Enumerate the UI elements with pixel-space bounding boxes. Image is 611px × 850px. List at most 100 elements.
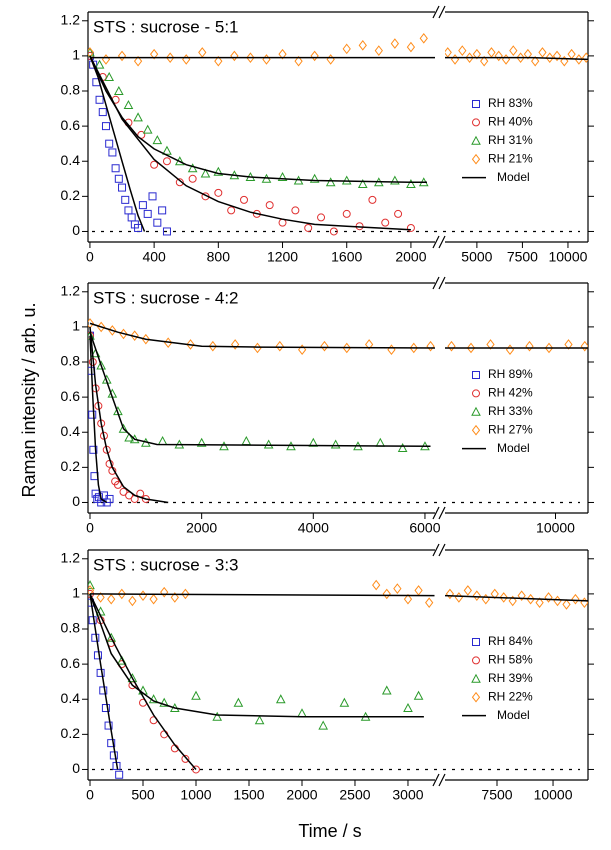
point xyxy=(97,321,106,333)
legend-marker xyxy=(472,638,480,646)
point xyxy=(381,218,390,227)
legend-label: RH 40% xyxy=(488,115,533,129)
point xyxy=(254,715,265,725)
point xyxy=(157,435,168,446)
point xyxy=(89,445,98,454)
point xyxy=(170,592,179,603)
point xyxy=(162,227,171,236)
point xyxy=(368,195,377,204)
point xyxy=(374,45,383,56)
point xyxy=(318,720,329,730)
x-tick-label: 2000 xyxy=(395,249,426,265)
legend-label: RH 58% xyxy=(488,653,533,667)
axis-break xyxy=(438,235,446,249)
point xyxy=(227,206,236,215)
legend-marker xyxy=(472,371,480,379)
point xyxy=(298,344,307,356)
point xyxy=(123,99,134,110)
point xyxy=(553,595,562,607)
point xyxy=(158,206,167,215)
legend-label: RH 31% xyxy=(488,133,533,147)
axis-break xyxy=(432,506,440,520)
point xyxy=(552,50,562,62)
panel-title: STS : sucrose - 3:3 xyxy=(93,555,239,574)
x-tick-label: 2500 xyxy=(339,787,370,803)
point xyxy=(109,751,118,760)
point xyxy=(246,52,255,63)
point xyxy=(88,410,97,419)
point xyxy=(394,209,403,218)
point xyxy=(104,71,115,81)
y-tick-label: 0.4 xyxy=(61,152,81,168)
point xyxy=(141,333,150,345)
model-line xyxy=(89,55,146,232)
x-tick-label: 800 xyxy=(207,249,231,265)
point xyxy=(372,579,381,591)
point xyxy=(580,597,588,608)
point xyxy=(117,588,126,600)
axis-break xyxy=(432,543,440,557)
point xyxy=(143,209,152,218)
x-tick-label: 7500 xyxy=(507,249,538,265)
point xyxy=(241,435,252,446)
point xyxy=(262,54,271,65)
x-tick-label: 6000 xyxy=(409,520,440,536)
legend-label: RH 22% xyxy=(488,689,533,703)
point xyxy=(425,597,434,608)
point xyxy=(499,592,508,603)
y-tick-label: 0.2 xyxy=(61,725,81,741)
legend-label: RH 42% xyxy=(488,386,533,400)
point xyxy=(162,157,171,166)
point xyxy=(214,55,223,67)
point xyxy=(150,160,159,169)
point xyxy=(105,139,114,148)
model-line xyxy=(89,55,427,184)
x-tick-label: 1600 xyxy=(331,249,362,265)
y-tick-label: 1.2 xyxy=(61,282,81,298)
point xyxy=(187,163,198,173)
point xyxy=(118,183,127,192)
legend-marker xyxy=(471,424,481,436)
point xyxy=(341,175,352,185)
point xyxy=(544,342,554,354)
point xyxy=(472,48,482,60)
point xyxy=(213,166,224,176)
y-tick-label: 0.4 xyxy=(61,423,81,439)
point xyxy=(329,227,338,236)
point xyxy=(153,218,162,227)
y-tick-label: 0.2 xyxy=(61,187,81,203)
point xyxy=(181,588,190,600)
point xyxy=(119,487,128,496)
point xyxy=(403,593,413,605)
point xyxy=(88,616,97,625)
point xyxy=(134,223,143,232)
x-tick-label: 1200 xyxy=(267,249,298,265)
point xyxy=(162,145,172,155)
point xyxy=(253,342,262,354)
y-tick-label: 0 xyxy=(72,493,80,509)
x-tick-label: 0 xyxy=(86,787,94,803)
point xyxy=(342,43,351,55)
point xyxy=(188,174,197,183)
point xyxy=(233,697,244,707)
point xyxy=(96,668,105,677)
point xyxy=(200,168,211,178)
x-axis-label: Time / s xyxy=(298,821,361,841)
point xyxy=(364,339,374,350)
y-tick-label: 0.4 xyxy=(61,690,81,706)
x-tick-label: 400 xyxy=(142,249,166,265)
point xyxy=(263,439,274,449)
point xyxy=(445,588,455,600)
legend-marker xyxy=(472,389,480,398)
point xyxy=(138,201,147,210)
y-tick-label: 1 xyxy=(72,318,80,334)
point xyxy=(571,593,580,605)
model-line xyxy=(89,593,197,770)
point xyxy=(130,330,139,341)
x-tick-label: 10000 xyxy=(548,249,587,265)
point xyxy=(406,178,416,189)
point xyxy=(277,171,288,182)
legend-marker xyxy=(472,656,480,665)
point xyxy=(278,48,287,60)
point xyxy=(486,339,495,350)
